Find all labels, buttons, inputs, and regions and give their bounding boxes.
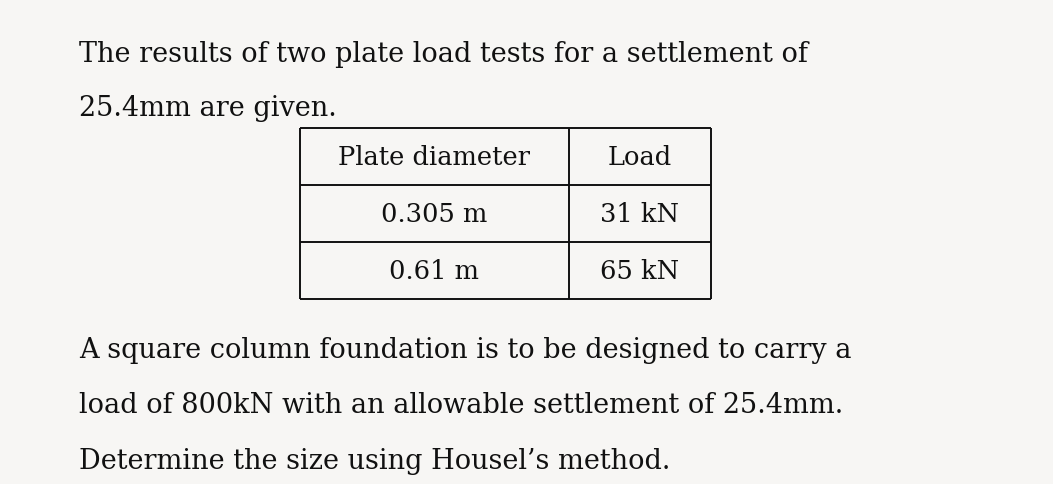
Text: 0.305 m: 0.305 m <box>381 201 488 227</box>
Text: load of 800kN with an allowable settlement of 25.4mm.: load of 800kN with an allowable settleme… <box>79 392 843 419</box>
Text: Load: Load <box>608 144 672 169</box>
Text: 25.4mm are given.: 25.4mm are given. <box>79 94 337 121</box>
Text: 31 kN: 31 kN <box>600 201 679 227</box>
Text: 65 kN: 65 kN <box>600 258 679 284</box>
Text: The results of two plate load tests for a settlement of: The results of two plate load tests for … <box>79 41 808 68</box>
Text: A square column foundation is to be designed to carry a: A square column foundation is to be desi… <box>79 336 852 363</box>
Text: 0.61 m: 0.61 m <box>390 258 479 284</box>
Text: Determine the size using Housel’s method.: Determine the size using Housel’s method… <box>79 447 671 474</box>
Text: Plate diameter: Plate diameter <box>338 144 531 169</box>
